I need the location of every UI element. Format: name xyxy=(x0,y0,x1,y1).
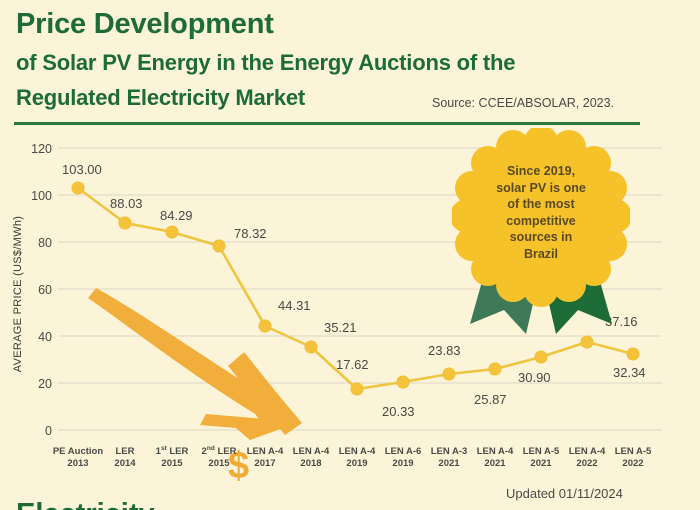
highlight-badge: Since 2019, solar PV is one of the most … xyxy=(450,125,632,338)
x-tick-9: LEN A-4 2021 xyxy=(466,446,524,470)
x-tick-0: PE Auction 2013 xyxy=(49,446,107,470)
x-tick-12-year: 2022 xyxy=(622,458,644,469)
page-title-line-2: of Solar PV Energy in the Energy Auction… xyxy=(16,50,516,75)
x-tick-3: 2nd LER 2015 xyxy=(190,444,248,470)
badge-text: Since 2019, solar PV is one of the most … xyxy=(470,163,612,262)
x-tick-10: LEN A-5 2021 xyxy=(512,446,570,470)
x-tick-6: LEN A-4 2019 xyxy=(328,446,386,470)
y-tick-80: 80 xyxy=(38,236,52,250)
data-point-8 xyxy=(442,367,456,381)
data-label-9: 25.87 xyxy=(474,392,507,407)
x-tick-6-name: LEN A-4 xyxy=(338,446,376,457)
data-label-12: 32.34 xyxy=(613,365,646,380)
data-point-11 xyxy=(580,335,594,349)
y-tick-60: 60 xyxy=(38,283,52,297)
data-label-2: 84.29 xyxy=(160,208,193,223)
x-tick-12: LEN A-5 2022 xyxy=(604,446,662,470)
data-label-4: 44.31 xyxy=(278,298,311,313)
x-tick-3-prefix: 2 xyxy=(201,446,207,457)
data-label-5: 35.21 xyxy=(324,320,357,335)
x-tick-11-name: LEN A-4 xyxy=(568,446,606,457)
x-tick-3-year: 2015 xyxy=(208,458,230,469)
x-tick-3-name: LER xyxy=(217,446,237,457)
badge-line-5: Brazil xyxy=(523,246,559,261)
x-tick-2-year: 2015 xyxy=(161,458,183,469)
next-section-heading-cut-off: Electricity xyxy=(16,498,155,510)
x-tick-8-year: 2021 xyxy=(438,458,460,469)
x-tick-9-year: 2021 xyxy=(484,458,506,469)
trend-arrow-icon xyxy=(88,288,302,440)
data-label-7: 20.33 xyxy=(382,404,415,419)
data-label-3: 78.32 xyxy=(234,226,267,241)
data-point-4 xyxy=(258,319,272,333)
x-tick-1: LER 2014 xyxy=(96,446,154,470)
data-point-5 xyxy=(304,340,318,354)
x-tick-2-prefix: 1 xyxy=(155,446,161,457)
dollar-sign-icon: $ xyxy=(228,445,249,487)
x-tick-10-name: LEN A-5 xyxy=(522,446,560,457)
data-point-7 xyxy=(396,375,410,389)
badge-line-1: solar PV is one xyxy=(496,180,586,195)
data-point-6 xyxy=(350,382,364,396)
x-tick-7-year: 2019 xyxy=(392,458,414,469)
data-point-0 xyxy=(71,181,85,195)
x-tick-2-ordinal: st xyxy=(160,444,167,452)
x-tick-5-name: LEN A-4 xyxy=(292,446,330,457)
x-tick-5: LEN A-4 2018 xyxy=(282,446,340,470)
x-tick-0-year: 2013 xyxy=(67,458,89,469)
x-tick-10-year: 2021 xyxy=(530,458,552,469)
badge-line-2: of the most xyxy=(507,197,575,211)
page-title-line-3: Regulated Electricity Market xyxy=(16,85,306,110)
data-point-2 xyxy=(165,225,179,239)
x-tick-8: LEN A-3 2021 xyxy=(420,446,478,470)
data-label-1: 88.03 xyxy=(110,196,143,211)
x-tick-6-year: 2019 xyxy=(346,458,368,469)
y-tick-20: 20 xyxy=(38,377,52,391)
header-divider xyxy=(14,122,640,125)
data-point-3 xyxy=(212,239,226,253)
data-point-1 xyxy=(118,216,132,230)
x-tick-2: 1st LER 2015 xyxy=(143,444,201,470)
data-label-0: 103.00 xyxy=(62,162,102,177)
x-tick-9-name: LEN A-4 xyxy=(476,446,514,457)
data-label-8: 23.83 xyxy=(428,343,461,358)
x-tick-3-ordinal: nd xyxy=(206,444,215,452)
badge-line-0: Since 2019, xyxy=(506,164,576,178)
x-tick-11-year: 2022 xyxy=(576,458,598,469)
x-tick-4: LEN A-4 2017 xyxy=(236,446,294,470)
badge-line-3: competitive xyxy=(506,213,576,228)
x-tick-7-name: LEN A-6 xyxy=(384,446,422,457)
data-label-11: 37.16 xyxy=(605,314,638,329)
rosette-medal xyxy=(450,125,632,307)
y-tick-0: 0 xyxy=(45,424,52,438)
rosette-icon xyxy=(450,125,632,334)
data-point-9 xyxy=(488,362,502,376)
x-tick-7: LEN A-6 2019 xyxy=(374,446,432,470)
source-citation: Source: CCEE/ABSOLAR, 2023. xyxy=(432,96,615,110)
badge-line-4: sources in xyxy=(509,230,573,244)
data-point-10 xyxy=(534,350,548,364)
x-tick-11: LEN A-4 2022 xyxy=(558,446,616,470)
header: Price Development of Solar PV Energy in … xyxy=(0,0,700,130)
y-tick-100: 100 xyxy=(31,189,52,203)
data-point-markers xyxy=(71,181,640,396)
x-tick-2-name: LER xyxy=(169,446,189,457)
x-tick-1-name: LER xyxy=(115,446,135,457)
data-label-6: 17.62 xyxy=(336,357,369,372)
data-point-12 xyxy=(626,347,640,361)
y-tick-40: 40 xyxy=(38,330,52,344)
y-tick-120: 120 xyxy=(31,142,52,156)
x-tick-4-year: 2017 xyxy=(254,458,276,469)
page-title-line-1: Price Development xyxy=(16,8,274,40)
x-tick-1-year: 2014 xyxy=(114,458,136,469)
x-tick-0-name: PE Auction xyxy=(52,446,104,457)
x-tick-5-year: 2018 xyxy=(300,458,322,469)
x-tick-12-name: LEN A-5 xyxy=(614,446,652,457)
data-label-10: 30.90 xyxy=(518,370,551,385)
updated-timestamp: Updated 01/11/2024 xyxy=(506,486,623,501)
x-tick-8-name: LEN A-3 xyxy=(430,446,468,457)
x-tick-4-name: LEN A-4 xyxy=(246,446,284,457)
